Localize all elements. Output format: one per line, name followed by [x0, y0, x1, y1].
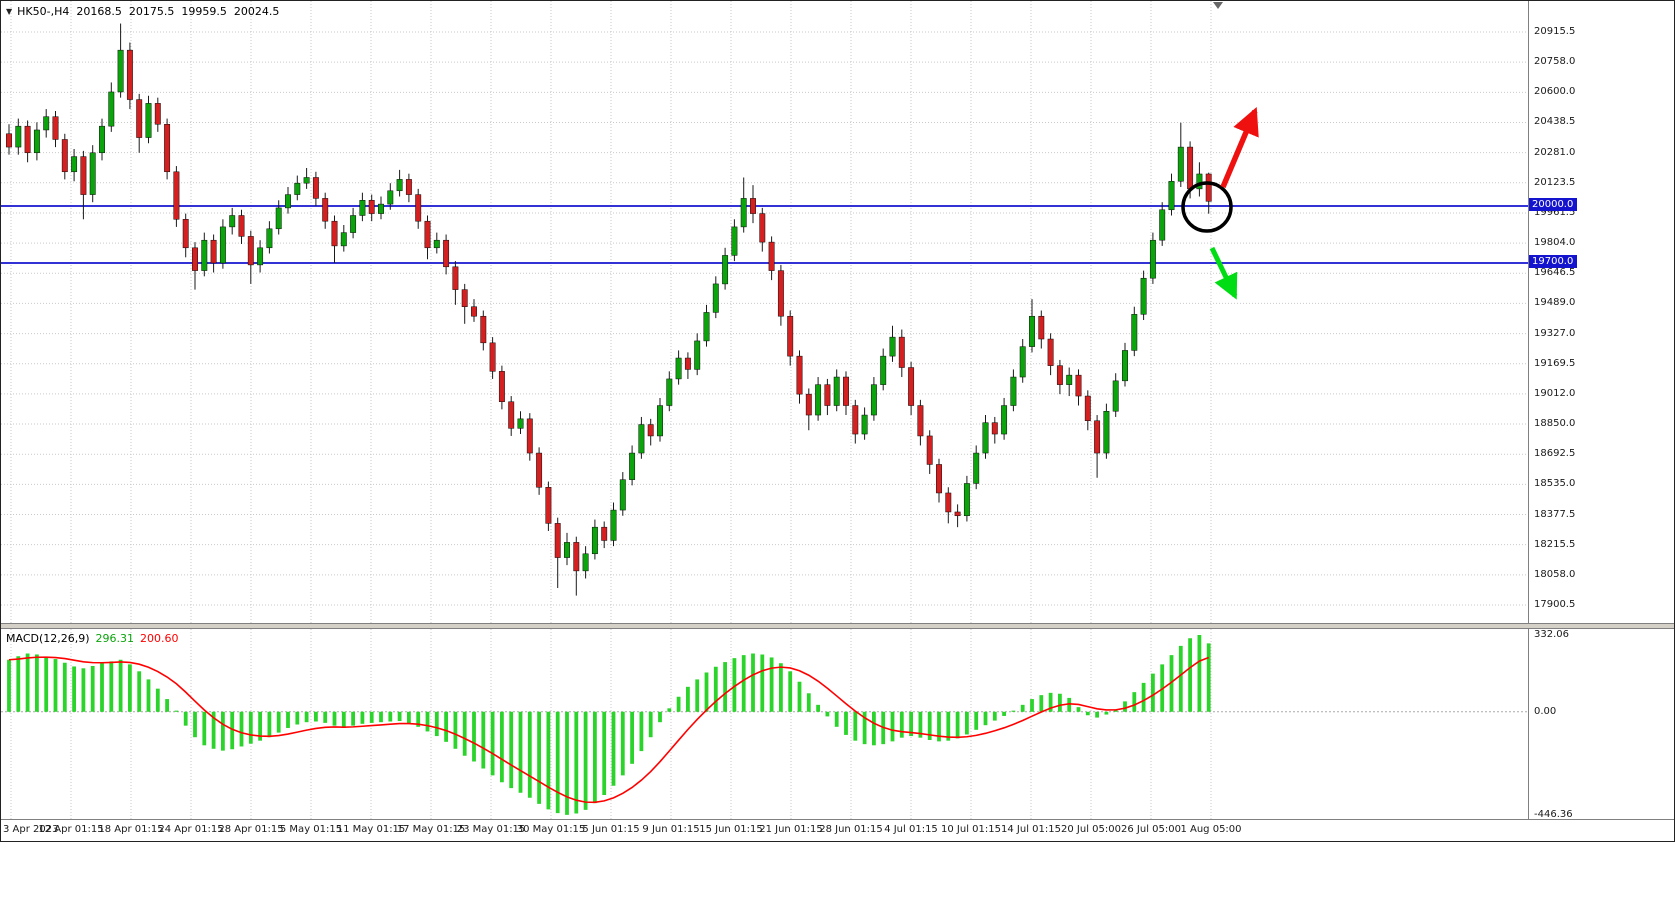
price-tick-label: 20281.0 [1534, 146, 1576, 158]
price-tick-label: 18215.5 [1534, 538, 1576, 550]
price-tick-label: 20915.5 [1534, 26, 1576, 37]
price-axis[interactable]: 20915.5 20758.0 20600.0 20438.5 20281.0 20123… [1528, 1, 1674, 623]
time-axis-label: 10 Jul 01:15 [941, 824, 1001, 835]
panel-divider[interactable] [1, 623, 1674, 629]
macd-name: MACD(12,26,9) [6, 632, 90, 645]
price-tick-label: 19804.0 [1534, 237, 1576, 249]
price-tick-label: 18535.0 [1534, 478, 1576, 490]
ohlc-low: 19959.5 [181, 5, 227, 18]
time-axis[interactable]: 3 Apr 2023 12 Apr 01:15 18 Apr 01:15 24 Apr… [1, 820, 1674, 841]
macd-panel[interactable] [1, 629, 1528, 819]
macd-tick-label: -446.36 [1534, 809, 1573, 820]
time-axis-label: 30 May 01:15 [516, 824, 586, 835]
time-axis-label: 18 Apr 01:15 [98, 824, 164, 835]
time-axis-label: 3 Apr 2023 [3, 824, 59, 835]
time-axis-label: 21 Jun 01:15 [759, 824, 823, 835]
price-tick-label: 20123.5 [1534, 176, 1576, 188]
price-tick-label: 18058.0 [1534, 568, 1576, 580]
macd-tick-label: 332.06 [1534, 629, 1569, 640]
time-axis-label: 12 Apr 01:15 [38, 824, 104, 835]
red-up-arrow[interactable] [1220, 106, 1259, 189]
ohlc-close: 20024.5 [233, 5, 280, 18]
price-tick-label: 19327.0 [1534, 327, 1576, 339]
time-axis-label: 5 May 01:15 [279, 824, 343, 835]
macd-histogram [7, 635, 1211, 815]
chart-shift-marker-icon[interactable] [1213, 2, 1223, 9]
price-tick-label: 20438.5 [1534, 116, 1576, 128]
time-axis-label: 1 Aug 05:00 [1180, 824, 1242, 835]
macd-indicator-label: MACD(12,26,9) 296.31 200.60 [6, 632, 185, 645]
macd-value: 296.31 [95, 632, 135, 645]
time-axis-label: 20 Jul 05:00 [1061, 824, 1121, 835]
time-axis-label: 28 Apr 01:15 [218, 824, 284, 835]
time-axis-label: 23 May 01:15 [456, 824, 526, 835]
price-tick-label: 19169.5 [1534, 357, 1576, 369]
ohlc-open: 20168.5 [76, 5, 122, 18]
macd-axis: 332.06 0.00 -446.36 [1528, 629, 1674, 820]
time-axis-label: 26 Jul 05:00 [1121, 824, 1181, 835]
macd-signal-value: 200.60 [140, 632, 179, 645]
time-axis-label: 15 Jun 01:15 [699, 824, 763, 835]
green-down-arrow[interactable] [1209, 246, 1238, 300]
price-tick-label: 20600.0 [1534, 86, 1576, 98]
price-tick-label: 17900.5 [1534, 599, 1576, 610]
candlesticks [6, 23, 1212, 596]
price-tick-label: 18850.0 [1534, 418, 1576, 430]
price-chart[interactable] [1, 1, 1528, 623]
trading-chart-window: ▼ HK50-,H4 20168.5 20175.5 19959.5 20024.5 20… [0, 0, 1675, 842]
price-line-flag: 19700.0 [1529, 255, 1578, 268]
price-tick-label: 19646.5 [1534, 267, 1576, 279]
time-axis-label: 11 May 01:15 [336, 824, 406, 835]
main-grid [1, 1, 1528, 623]
macd-signal-line [8, 656, 1209, 804]
macd-grid [1, 629, 1528, 819]
price-tick-label: 19961.5 [1534, 206, 1576, 218]
symbol-picker-icon: ▼ [6, 7, 13, 16]
circle-annotation[interactable] [1181, 181, 1233, 233]
price-tick-label: 18692.5 [1534, 448, 1576, 460]
time-axis-label: 17 May 01:15 [396, 824, 466, 835]
price-line-flag: 20000.0 [1529, 197, 1578, 211]
time-axis-label: 14 Jul 01:15 [1001, 824, 1061, 835]
time-axis-label: 4 Jul 01:15 [884, 824, 938, 835]
price-tick-label: 19012.0 [1534, 387, 1576, 399]
time-axis-label: 5 Jun 01:15 [582, 824, 640, 835]
time-axis-divider [1, 819, 1674, 820]
ohlc-high: 20175.5 [128, 5, 175, 18]
time-axis-label: 24 Apr 01:15 [158, 824, 224, 835]
chart-symbol-label: ▼ HK50-,H4 20168.5 20175.5 19959.5 20024.5 [6, 5, 286, 18]
symbol-name: HK50-,H4 [17, 5, 70, 18]
macd-tick-label: 0.00 [1534, 705, 1557, 717]
price-tick-label: 19489.0 [1534, 297, 1576, 309]
time-axis-label: 9 Jun 01:15 [642, 824, 700, 835]
time-axis-label: 28 Jun 01:15 [819, 824, 883, 835]
price-tick-label: 18377.5 [1534, 508, 1576, 520]
price-tick-label: 20758.0 [1534, 56, 1576, 68]
